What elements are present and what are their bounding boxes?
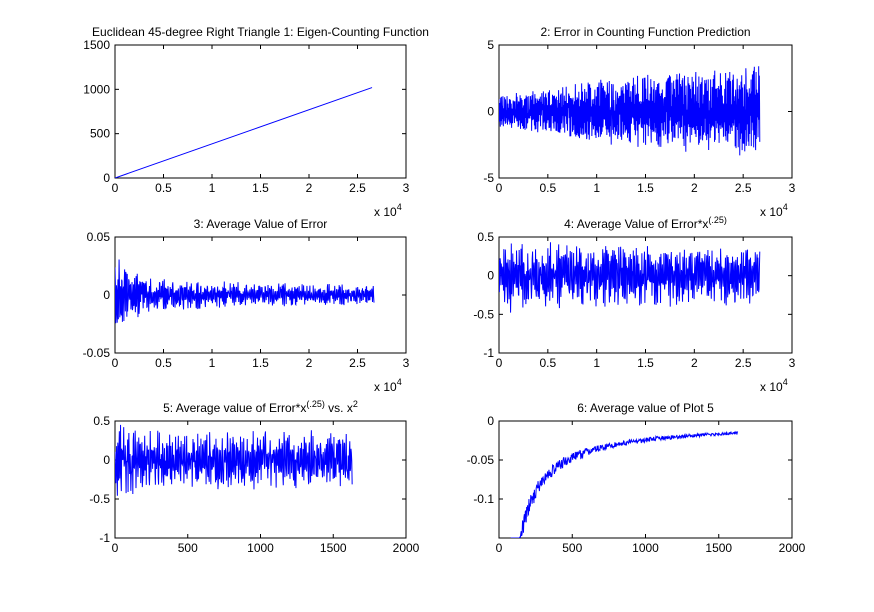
series-line: [115, 259, 375, 324]
x-tick-label: 1.5: [252, 181, 269, 195]
y-tick-label: -0.05: [467, 453, 495, 467]
x-exponent-label: x 104: [374, 377, 402, 394]
x-tick-label: 1: [593, 356, 600, 370]
y-tick-label: 0.5: [477, 230, 494, 244]
x-tick-label: 3: [789, 356, 796, 370]
y-tick-label: 0: [487, 414, 494, 428]
x-tick-label: 2000: [393, 541, 420, 555]
x-tick-label: 0: [496, 181, 503, 195]
x-tick-label: 1.5: [637, 181, 654, 195]
x-tick-label: 1500: [705, 541, 732, 555]
x-tick-label: 1.5: [637, 356, 654, 370]
x-tick-label: 1: [209, 181, 216, 195]
x-exponent-label: x 104: [760, 377, 788, 394]
x-tick-label: 1000: [632, 541, 659, 555]
series-line: [499, 242, 761, 313]
x-tick-label: 1500: [320, 541, 347, 555]
chart-title: 6: Average value of Plot 5: [577, 401, 714, 415]
x-tick-label: 2: [691, 356, 698, 370]
y-tick-label: -0.5: [89, 492, 110, 506]
chart-title: 3: Average Value of Error: [194, 217, 328, 231]
x-tick-label: 0.5: [155, 181, 172, 195]
subplot-p4: 0 0.5 1 1.5 2 2.5 3 -1 -0.5 0 0.5 x 104 4: Average V…: [473, 215, 795, 394]
y-tick-label: 0.5: [93, 414, 110, 428]
y-tick-label: 1000: [83, 82, 110, 96]
x-tick-label: 2000: [779, 541, 806, 555]
x-tick-label: 0: [496, 541, 503, 555]
y-tick-label: 0: [487, 105, 494, 119]
y-tick-label: -0.5: [473, 307, 494, 321]
x-exponent-label: x 104: [760, 202, 788, 219]
y-tick-label: -5: [483, 171, 494, 185]
x-tick-label: 0.5: [539, 181, 556, 195]
x-tick-label: 1: [209, 356, 216, 370]
x-tick-label: 0: [112, 541, 119, 555]
x-tick-label: 2.5: [349, 181, 366, 195]
chart-title: 2: Error in Counting Function Prediction: [540, 25, 750, 39]
x-tick-label: 2.5: [349, 356, 366, 370]
x-exponent-label: x 104: [374, 202, 402, 219]
x-tick-label: 0: [112, 181, 119, 195]
subplot-p5: 0 500 1000 1500 2000 -1 -0.5 0 0.5 5: Average val…: [89, 399, 419, 555]
x-tick-label: 3: [789, 181, 796, 195]
chart-title: 4: Average Value of Error*x(.25): [564, 215, 727, 231]
subplot-p1: 0 0.5 1 1.5 2 2.5 3 0 500 1000 1500 x 104 Euclidean …: [83, 25, 429, 219]
x-tick-label: 0.5: [155, 356, 172, 370]
y-tick-label: 0.05: [87, 230, 111, 244]
series-line: [499, 66, 761, 156]
x-tick-label: 3: [403, 181, 410, 195]
axes-frame: [114, 44, 407, 179]
y-tick-label: -0.1: [473, 492, 494, 506]
x-tick-label: 2.5: [735, 356, 752, 370]
x-tick-label: 2: [691, 181, 698, 195]
x-tick-label: 500: [562, 541, 582, 555]
y-tick-label: 0: [103, 453, 110, 467]
series-line: [115, 87, 373, 178]
x-tick-label: 2: [306, 181, 313, 195]
y-tick-label: 1500: [83, 38, 110, 52]
x-tick-label: 0.5: [539, 356, 556, 370]
y-tick-label: -0.05: [83, 346, 111, 360]
x-tick-label: 1.5: [252, 356, 269, 370]
x-tick-label: 2.5: [735, 181, 752, 195]
x-tick-label: 0: [112, 356, 119, 370]
x-tick-label: 3: [403, 356, 410, 370]
y-tick-label: -1: [99, 531, 110, 545]
series-line: [115, 424, 353, 496]
y-tick-label: 5: [487, 38, 494, 52]
y-tick-label: 0: [103, 288, 110, 302]
x-tick-label: 1: [593, 181, 600, 195]
x-tick-label: 0: [496, 356, 503, 370]
x-tick-label: 2: [306, 356, 313, 370]
y-tick-label: 0: [487, 269, 494, 283]
y-tick-label: 0: [103, 171, 110, 185]
y-tick-label: -1: [483, 346, 494, 360]
x-tick-label: 1000: [247, 541, 274, 555]
series-line: [510, 430, 739, 538]
chart-title: 5: Average value of Error*x(.25) vs. x2: [163, 399, 358, 415]
subplot-p6: 0 500 1000 1500 2000 -0.1 -0.05 0 6: Average val…: [467, 401, 806, 555]
y-tick-label: 500: [90, 127, 110, 141]
x-tick-label: 500: [178, 541, 198, 555]
chart-title: Euclidean 45-degree Right Triangle 1: Ei…: [92, 25, 429, 39]
